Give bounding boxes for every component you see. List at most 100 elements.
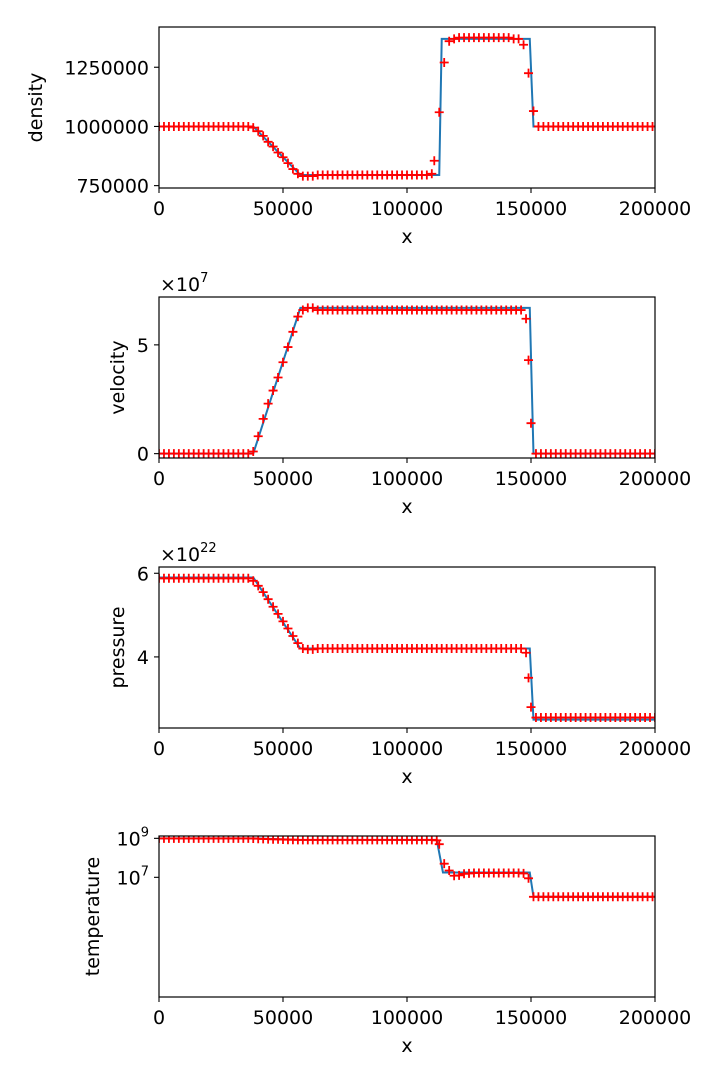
data-point-marker (243, 573, 253, 583)
data-point-marker (427, 169, 437, 179)
data-point-marker (308, 303, 318, 313)
y-tick-label: 4 (137, 647, 149, 669)
y-tick-label: 1250000 (64, 57, 149, 79)
y-tick-label: 6 (137, 563, 149, 585)
y-tick-label: 107 (117, 864, 149, 889)
velocity-reference-line (159, 306, 655, 455)
data-point-marker (253, 581, 263, 591)
y-axis-label: velocity (107, 340, 129, 414)
offset-exponent: 7 (200, 271, 208, 286)
data-point-marker (516, 305, 526, 315)
data-point-marker (278, 616, 288, 626)
plot-frame (158, 296, 656, 459)
data-point-marker (273, 373, 283, 382)
data-point-marker (288, 164, 298, 174)
y-axis-label: pressure (107, 606, 129, 688)
axis-offset-label: ×1022 (160, 541, 217, 566)
tick-base: 10 (117, 828, 141, 850)
data-point-marker (526, 702, 536, 712)
temperature-subplot: 0 50000 100000 150000 200000109107xtemperatu… (82, 825, 691, 1057)
offset-base: ×10 (160, 274, 200, 296)
data-point-marker (439, 58, 449, 68)
data-point-marker (293, 169, 303, 179)
data-point-marker (514, 34, 524, 44)
y-axis-label: density (25, 73, 47, 143)
data-point-marker (263, 137, 273, 147)
data-point-marker (434, 839, 444, 849)
data-point-marker (273, 609, 283, 619)
data-point-marker (444, 36, 454, 46)
plot-frame (158, 835, 656, 998)
data-point-marker (293, 638, 303, 648)
data-point-marker (273, 147, 283, 157)
data-point-marker (268, 386, 278, 396)
x-tick-label: 100000 (371, 468, 444, 490)
x-tick-label: 150000 (495, 468, 568, 490)
x-tick-label: 50000 (253, 1007, 313, 1029)
velocity-subplot: 0 50000 100000 150000 200000 0 5 ×107 x velocity (107, 271, 691, 518)
density-reference-line (159, 37, 655, 176)
data-point-marker (308, 171, 318, 181)
data-point-marker (293, 312, 303, 322)
data-point-marker (422, 170, 432, 180)
x-tick-label: 100000 (371, 1007, 444, 1029)
data-point-marker (248, 576, 258, 586)
x-tick-label: 200000 (619, 468, 692, 490)
data-point-marker (648, 892, 655, 902)
data-point-marker (298, 305, 308, 315)
axis-offset-label: ×107 (160, 271, 208, 296)
y-tick-label: 0 (137, 444, 149, 466)
data-point-marker (519, 40, 529, 50)
data-point-marker (263, 399, 273, 409)
data-point-marker (449, 34, 459, 44)
data-point-marker (504, 33, 514, 43)
data-point-marker (648, 121, 655, 131)
data-point-marker (454, 870, 464, 880)
data-point-marker (521, 314, 531, 324)
data-point-marker (283, 158, 293, 168)
x-tick-label: 200000 (619, 1007, 692, 1029)
data-point-marker (288, 327, 298, 337)
offset-exponent: 22 (200, 541, 217, 556)
temperature-simulation-markers (159, 836, 655, 902)
data-point-marker (439, 859, 449, 869)
data-point-marker (253, 126, 263, 136)
tick-base: 10 (117, 867, 141, 889)
data-point-marker (516, 644, 526, 654)
data-point-marker (263, 594, 273, 604)
x-axis-label: x (401, 1035, 412, 1057)
data-point-marker (524, 873, 534, 883)
data-point-marker (258, 587, 268, 597)
pressure-subplot: 0 50000 100000 150000 200000 4 6 ×1022 x pressure (107, 541, 691, 788)
x-axis-label: x (401, 226, 412, 248)
data-point-marker (248, 446, 258, 456)
data-point-marker (243, 121, 253, 131)
offset-base: ×10 (160, 544, 200, 566)
x-tick-label: 100000 (371, 198, 444, 220)
data-point-marker (258, 131, 268, 141)
data-point-marker (524, 673, 534, 683)
data-point-marker (248, 123, 258, 133)
data-point-marker (521, 648, 531, 658)
x-tick-label: 0 (153, 1007, 165, 1029)
x-tick-label: 0 (153, 198, 165, 220)
data-point-marker (524, 68, 534, 78)
data-point-marker (283, 342, 293, 352)
pressure-simulation-markers (159, 573, 655, 723)
density-subplot: 0 50000 100000 150000 200000 750000 1000000 125… (25, 26, 691, 248)
y-tick-label: 1000000 (64, 116, 149, 138)
data-point-marker (524, 355, 534, 365)
data-point-marker (268, 142, 278, 152)
y-tick-label: 5 (137, 335, 149, 357)
data-point-marker (650, 713, 655, 723)
tick-exponent: 9 (141, 825, 149, 840)
x-tick-label: 50000 (253, 468, 313, 490)
data-point-marker (526, 418, 536, 428)
x-tick-label: 0 (153, 738, 165, 760)
tick-exponent: 7 (141, 864, 149, 879)
y-tick-label: 750000 (76, 176, 149, 198)
data-point-marker (528, 106, 538, 116)
x-tick-label: 50000 (253, 198, 313, 220)
x-tick-label: 0 (153, 468, 165, 490)
